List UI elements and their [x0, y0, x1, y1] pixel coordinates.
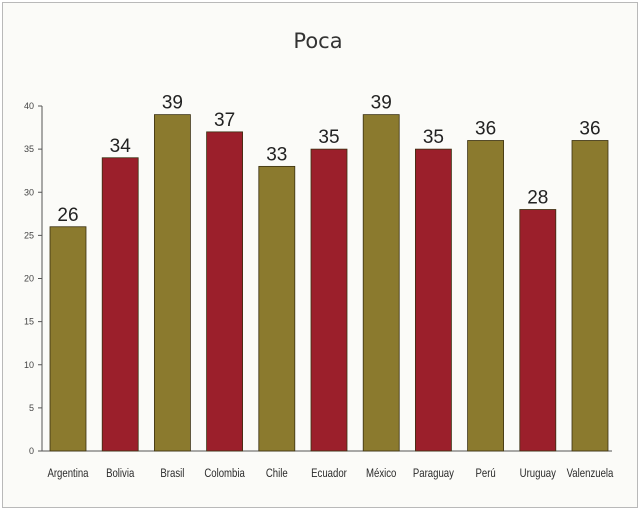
x-tick-label: Bolivia — [106, 467, 135, 480]
bar-ecuador — [310, 148, 348, 452]
bar-paraguay — [414, 148, 452, 452]
value-label: 35 — [423, 127, 444, 148]
bar-perú — [467, 140, 505, 452]
x-tick-label: Ecuador — [311, 467, 347, 480]
x-tick-label: México — [366, 467, 396, 480]
y-tick-label: 20 — [24, 274, 34, 284]
y-tick-label: 30 — [24, 187, 34, 197]
value-label: 39 — [162, 93, 183, 114]
x-tick-label: Argentina — [47, 467, 89, 480]
x-tick-label: Colombia — [204, 467, 245, 480]
bar-valenzuela — [571, 140, 609, 452]
bar-brasil — [153, 114, 191, 452]
y-ticks: 0 5 10 15 20 25 30 35 40 — [24, 101, 42, 456]
bar-bolivia — [101, 157, 139, 452]
x-tick-label: Perú — [475, 467, 495, 480]
bar-argentina — [49, 226, 87, 452]
bar-uruguay — [519, 209, 557, 452]
bar-chile — [258, 165, 296, 452]
bar-méxico — [362, 114, 400, 452]
value-label: 36 — [579, 119, 600, 140]
value-label: 28 — [527, 188, 548, 209]
value-labels: 26 34 39 37 33 35 39 35 36 28 36 — [57, 93, 600, 226]
y-tick-label: 10 — [24, 360, 34, 370]
x-tick-label: Uruguay — [520, 467, 557, 480]
y-tick-label: 40 — [24, 101, 34, 111]
bar-colombia — [206, 131, 244, 452]
value-label: 37 — [214, 110, 235, 131]
x-tick-label: Valenzuela — [567, 467, 615, 480]
y-tick-label: 35 — [24, 144, 34, 154]
value-label: 35 — [318, 127, 339, 148]
y-tick-label: 25 — [24, 230, 34, 240]
chart-title: Poca — [293, 29, 342, 53]
x-tick-labels: Argentina Bolivia Brasil Colombia Chile Ecuad… — [47, 467, 614, 480]
value-label: 34 — [110, 136, 132, 157]
value-label: 36 — [475, 119, 496, 140]
value-label: 39 — [371, 93, 392, 114]
x-tick-label: Chile — [266, 467, 288, 480]
y-tick-label: 5 — [29, 403, 34, 413]
y-tick-label: 15 — [24, 317, 34, 327]
value-label: 26 — [57, 205, 78, 226]
x-tick-label: Paraguay — [413, 467, 455, 480]
x-tick-label: Brasil — [160, 467, 184, 480]
value-label: 33 — [266, 144, 287, 165]
y-tick-label: 0 — [29, 446, 34, 456]
bars — [49, 114, 609, 452]
